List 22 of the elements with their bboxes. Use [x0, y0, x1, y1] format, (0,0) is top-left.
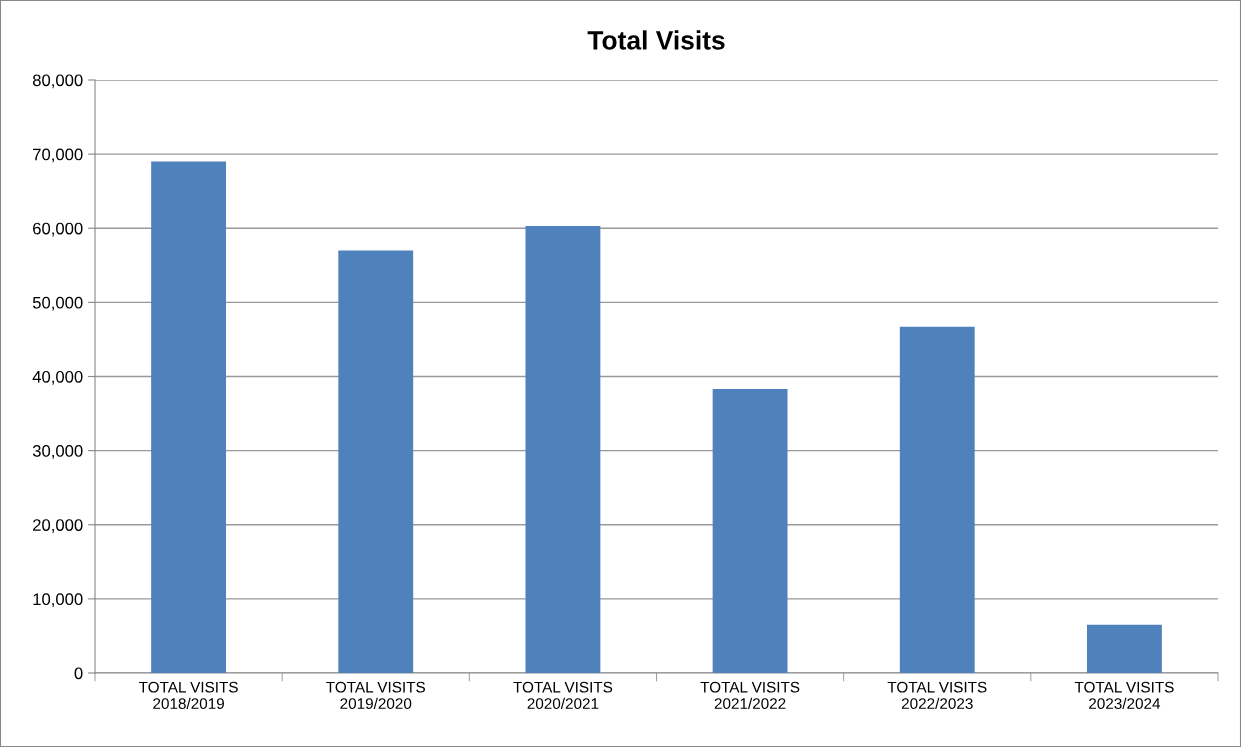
x-tick-label: TOTAL VISITS 2019/2020	[326, 681, 425, 710]
y-tick-label: 30,000	[32, 445, 83, 459]
bar	[338, 250, 414, 673]
chart-title: Total Visits	[587, 30, 725, 50]
bar	[525, 226, 601, 673]
y-tick-label: 50,000	[32, 296, 83, 311]
bar	[1086, 624, 1162, 673]
x-tick-label: TOTAL VISITS 2018/2019	[138, 681, 238, 710]
x-tick-label: TOTAL VISITS 2023/2024	[1074, 681, 1174, 710]
y-tick-label: 10,000	[33, 593, 83, 608]
y-tick-label: 0	[74, 667, 83, 680]
y-tick-label: 20,000	[33, 519, 83, 533]
y-tick-label: 80,000	[32, 74, 83, 89]
bar	[151, 161, 227, 673]
y-tick-label: 70,000	[33, 148, 83, 163]
bar	[712, 389, 788, 673]
x-tick-label: TOTAL VISITS 2020/2021	[513, 681, 613, 710]
x-tick-label: TOTAL VISITS 2021/2022	[700, 681, 800, 710]
y-tick-label: 40,000	[32, 370, 83, 385]
y-tick-label: 60,000	[33, 222, 83, 237]
bar	[899, 326, 975, 673]
x-tick-label: TOTAL VISITS 2022/2023	[887, 681, 987, 710]
